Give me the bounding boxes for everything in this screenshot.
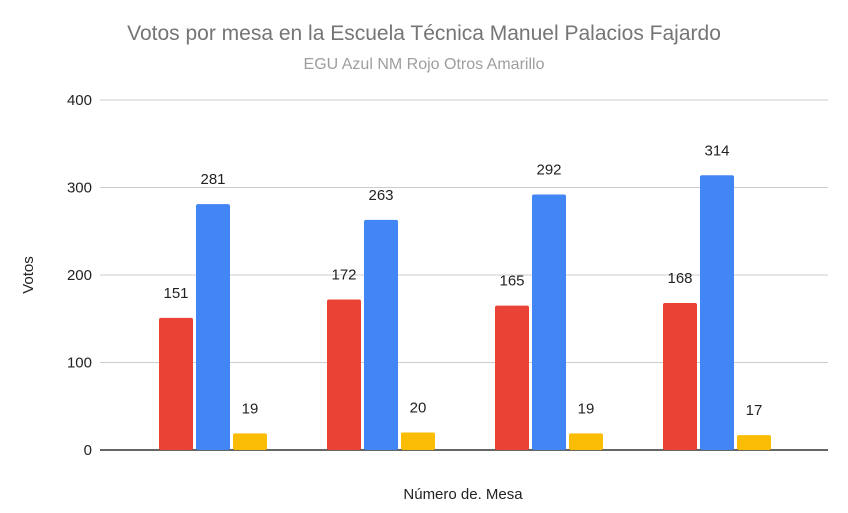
bar-otros-1 [233,433,267,450]
y-tick-label: 200 [67,267,92,284]
data-label: 168 [667,270,692,287]
bar-nm-4 [663,303,697,450]
data-label: 281 [200,171,225,188]
data-label: 165 [499,273,524,290]
bar-nm-2 [327,299,361,450]
data-label: 19 [242,400,259,417]
data-label: 20 [410,400,427,417]
y-tick-label: 0 [84,442,92,459]
data-label: 19 [578,400,595,417]
chart-title: Votos por mesa en la Escuela Técnica Man… [127,22,721,45]
bar-egu-2 [364,219,398,450]
bar-egu-1 [196,204,230,450]
data-label: 151 [163,285,188,302]
bar-otros-3 [569,433,603,450]
bar-egu-4 [700,175,734,450]
y-tick-label: 300 [67,180,92,197]
y-axis-label: Votos [20,256,37,294]
y-tick-label: 400 [67,92,92,109]
data-label: 172 [331,267,356,284]
bar-otros-4 [737,435,771,450]
data-label: 263 [368,187,393,204]
bar-nm-3 [495,305,529,450]
data-label: 292 [536,162,561,179]
y-tick-label: 100 [67,355,92,372]
data-label: 17 [746,402,763,419]
bar-nm-1 [159,317,193,450]
chart-subtitle: EGU Azul NM Rojo Otros Amarillo [304,56,545,73]
data-label: 314 [704,142,729,159]
x-axis-label: Número de. Mesa [403,486,523,503]
bar-egu-3 [532,194,566,450]
bar-otros-2 [401,432,435,450]
